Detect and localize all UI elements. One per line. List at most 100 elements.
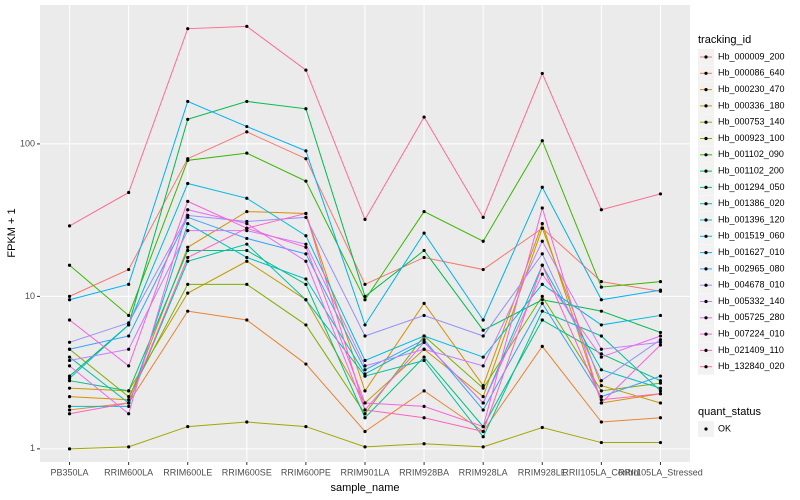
data-point xyxy=(599,352,603,356)
data-point xyxy=(540,206,544,210)
data-point xyxy=(540,298,544,302)
data-point xyxy=(540,301,544,305)
legend-label: Hb_002965_080 xyxy=(718,263,785,273)
data-point xyxy=(245,124,249,129)
data-point xyxy=(422,209,426,214)
data-point xyxy=(127,267,131,272)
data-point xyxy=(422,389,426,393)
data-point xyxy=(127,334,131,338)
data-point xyxy=(363,408,367,412)
data-point xyxy=(67,447,72,451)
data-point xyxy=(245,99,249,104)
legend-swatch xyxy=(704,185,708,189)
legend-label: Hb_001386_020 xyxy=(718,198,785,208)
data-point xyxy=(422,338,426,342)
data-point xyxy=(658,401,663,405)
data-point xyxy=(422,355,426,359)
data-point xyxy=(481,435,485,439)
x-tick-label: RRIM928LA xyxy=(459,467,508,477)
data-point xyxy=(540,425,544,430)
x-tick-label: PB350LA xyxy=(51,467,89,477)
data-point xyxy=(186,181,190,186)
data-point xyxy=(67,376,72,380)
data-point xyxy=(540,282,544,286)
data-point xyxy=(186,222,190,226)
legend-swatch xyxy=(704,202,708,206)
data-point xyxy=(127,313,131,318)
data-point xyxy=(481,424,485,429)
legend-label: Hb_000753_140 xyxy=(718,117,785,127)
data-point xyxy=(186,158,190,162)
data-point xyxy=(481,429,485,434)
data-point xyxy=(67,379,72,383)
data-point xyxy=(245,236,249,241)
data-point xyxy=(658,374,663,378)
data-point xyxy=(245,420,249,424)
data-point xyxy=(245,226,249,230)
data-point xyxy=(304,323,308,327)
data-point xyxy=(186,117,190,121)
data-point xyxy=(481,318,485,322)
data-point xyxy=(599,395,603,399)
data-point xyxy=(186,245,190,249)
data-point xyxy=(658,313,663,318)
data-point xyxy=(422,313,426,318)
data-point xyxy=(363,368,367,372)
data-point xyxy=(481,267,485,272)
data-point xyxy=(481,386,485,390)
data-point xyxy=(186,248,190,253)
data-point xyxy=(127,395,131,399)
legend-swatch xyxy=(704,365,708,369)
data-point xyxy=(658,338,663,342)
legend-swatch xyxy=(704,251,708,255)
data-point xyxy=(599,368,603,372)
data-point xyxy=(67,412,72,416)
legend-swatch xyxy=(704,234,708,238)
data-point xyxy=(481,445,485,449)
data-point xyxy=(422,404,426,408)
legend-label: Hb_000009_200 xyxy=(718,51,785,61)
data-point xyxy=(245,318,249,322)
data-point xyxy=(304,149,308,153)
data-point xyxy=(67,224,72,228)
legend-label: OK xyxy=(718,423,731,433)
legend-label: Hb_001519_060 xyxy=(718,231,785,241)
legend-swatch xyxy=(704,169,708,173)
data-point xyxy=(540,239,544,243)
data-point xyxy=(67,395,72,399)
data-point xyxy=(304,259,308,263)
data-point xyxy=(304,282,308,286)
data-point xyxy=(540,263,544,267)
data-point xyxy=(67,347,72,351)
data-point xyxy=(245,282,249,286)
data-point xyxy=(67,408,72,412)
data-point xyxy=(245,196,249,200)
data-point xyxy=(363,358,367,363)
data-point xyxy=(363,294,367,298)
data-point xyxy=(540,272,544,276)
data-point xyxy=(363,364,367,368)
x-tick-label: RRIM928LE xyxy=(518,467,567,477)
y-tick-label: 10 xyxy=(25,291,35,301)
data-point xyxy=(127,389,131,393)
data-point xyxy=(540,294,544,298)
data-point xyxy=(540,71,544,76)
legend-swatch xyxy=(704,348,708,352)
data-point xyxy=(186,291,190,295)
data-point xyxy=(186,229,190,233)
x-tick-label: RRIM600SE xyxy=(222,467,272,477)
data-point xyxy=(304,362,308,366)
data-point xyxy=(422,255,426,260)
data-point xyxy=(540,252,544,256)
data-point xyxy=(245,242,249,246)
data-point xyxy=(599,309,603,313)
data-point xyxy=(186,213,190,217)
data-point xyxy=(127,282,131,286)
data-point xyxy=(67,340,72,344)
data-point xyxy=(245,130,249,134)
legend-swatch xyxy=(704,136,708,141)
data-point xyxy=(186,282,190,286)
data-point xyxy=(304,234,308,238)
data-point xyxy=(186,259,190,263)
